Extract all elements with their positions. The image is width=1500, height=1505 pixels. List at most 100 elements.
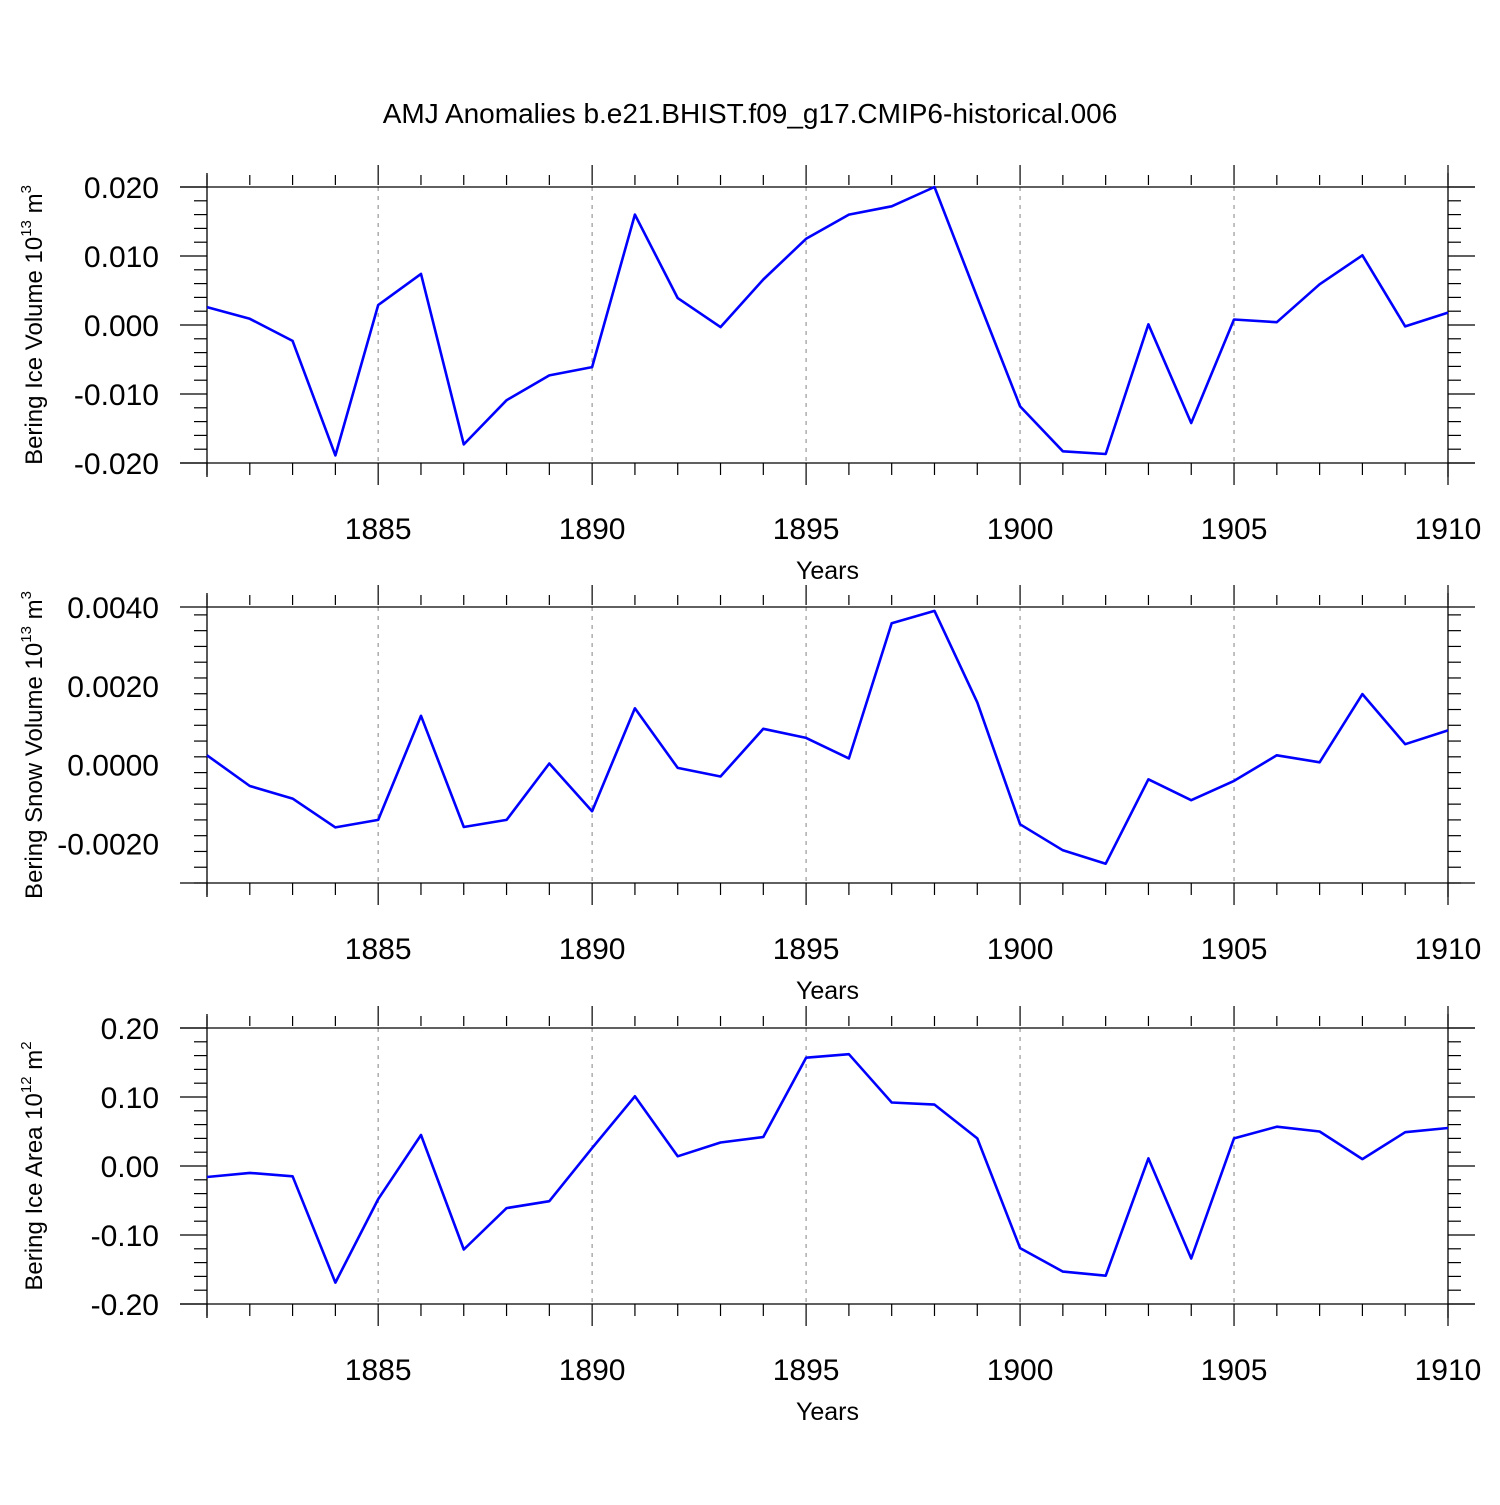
x-tick-label: 1890 xyxy=(559,1354,626,1387)
data-point xyxy=(419,714,423,718)
x-tick-label: 1885 xyxy=(345,1354,412,1387)
data-point xyxy=(1232,318,1236,322)
data-point xyxy=(376,303,380,307)
data-point xyxy=(590,809,594,813)
data-point xyxy=(1104,862,1108,866)
x-tick-label: 1905 xyxy=(1201,933,1268,966)
data-point xyxy=(547,373,551,377)
data-point xyxy=(376,1197,380,1201)
data-point xyxy=(248,317,252,321)
data-point xyxy=(291,339,295,343)
data-point xyxy=(890,621,894,625)
data-point xyxy=(462,825,466,829)
y-tick-label: 0.00 xyxy=(101,1151,159,1184)
data-point xyxy=(804,736,808,740)
data-point xyxy=(1275,320,1279,324)
y-axis-title-unit: m xyxy=(21,599,48,626)
y-axis-title-exponent: 13 xyxy=(18,626,35,643)
data-point xyxy=(1189,1257,1193,1261)
data-point xyxy=(462,1248,466,1252)
data-point xyxy=(676,766,680,770)
data-point xyxy=(1446,728,1450,732)
data-point xyxy=(890,1101,894,1105)
data-point xyxy=(933,1103,937,1107)
data-point xyxy=(1232,1136,1236,1140)
x-tick-label: 1905 xyxy=(1201,513,1268,546)
data-point xyxy=(1189,798,1193,802)
data-point xyxy=(933,185,937,189)
y-axis-title-text: Bering Ice Volume 10 xyxy=(21,237,48,465)
x-tick-label: 1900 xyxy=(987,933,1054,966)
y-axis-title-unit-exponent: 3 xyxy=(18,185,35,193)
x-tick-label: 1910 xyxy=(1415,513,1482,546)
data-point xyxy=(1446,311,1450,315)
data-point xyxy=(1318,282,1322,286)
x-tick-label: 1890 xyxy=(559,513,626,546)
y-tick-label: 0.0000 xyxy=(67,750,159,783)
x-tick-label: 1900 xyxy=(987,513,1054,546)
y-tick-label: 0.0040 xyxy=(67,592,159,625)
x-tick-label: 1885 xyxy=(345,513,412,546)
x-axis-title: Years xyxy=(796,1398,859,1426)
data-point xyxy=(933,609,937,613)
data-point xyxy=(1189,421,1193,425)
x-axis-title: Years xyxy=(796,977,859,1005)
y-tick-label: 0.020 xyxy=(84,172,159,205)
data-point xyxy=(419,272,423,276)
y-axis-title: Bering Ice Area 1012 m2 xyxy=(18,1041,48,1290)
data-point xyxy=(333,1281,337,1285)
y-axis-title-unit-exponent: 2 xyxy=(18,1041,35,1049)
data-point xyxy=(1018,1246,1022,1250)
series-line xyxy=(206,1052,1449,1284)
data-point xyxy=(1061,1270,1065,1274)
y-tick-label: 0.010 xyxy=(84,241,159,274)
data-point xyxy=(248,1171,252,1175)
y-axis-title-text: Bering Ice Area 10 xyxy=(21,1093,48,1290)
data-point xyxy=(333,825,337,829)
data-point xyxy=(590,1146,594,1150)
y-tick-label: -0.10 xyxy=(91,1220,159,1253)
x-tick-label: 1905 xyxy=(1201,1354,1268,1387)
data-point xyxy=(1061,848,1065,852)
data-point xyxy=(547,1199,551,1203)
data-point xyxy=(419,1133,423,1137)
data-point xyxy=(761,278,765,282)
data-point xyxy=(1018,404,1022,408)
data-point xyxy=(1446,1126,1450,1130)
data-point xyxy=(804,1056,808,1060)
data-point xyxy=(1232,779,1236,783)
data-point xyxy=(505,1206,509,1210)
y-axis-title-exponent: 12 xyxy=(18,1076,35,1093)
data-point xyxy=(205,305,209,309)
y-axis-title-unit-exponent: 3 xyxy=(18,591,35,599)
data-point xyxy=(1061,449,1065,453)
x-tick-label: 1895 xyxy=(773,933,840,966)
data-point xyxy=(847,213,851,217)
data-point xyxy=(633,706,637,710)
y-tick-label: 0.20 xyxy=(101,1013,159,1046)
y-axis-title-unit: m xyxy=(21,1050,48,1077)
data-point xyxy=(505,818,509,822)
data-point xyxy=(676,296,680,300)
data-point xyxy=(1360,253,1364,257)
data-point xyxy=(1146,322,1150,326)
data-point xyxy=(719,1141,723,1145)
data-point xyxy=(847,1052,851,1056)
data-point xyxy=(248,784,252,788)
data-point xyxy=(761,727,765,731)
x-axis-title: Years xyxy=(796,557,859,585)
y-tick-label: -0.20 xyxy=(91,1289,159,1322)
x-tick-label: 1890 xyxy=(559,933,626,966)
y-axis-title-text: Bering Snow Volume 10 xyxy=(21,643,48,899)
data-point xyxy=(462,442,466,446)
data-point xyxy=(1275,1125,1279,1129)
data-point xyxy=(505,398,509,402)
data-point xyxy=(1146,1156,1150,1160)
data-point xyxy=(1360,1157,1364,1161)
data-point xyxy=(1403,742,1407,746)
data-point xyxy=(291,797,295,801)
panel-1: -0.020 -0.010 0.000 0.010 0.020 1885 1890 1895 1… xyxy=(18,165,1481,585)
data-point xyxy=(1318,1130,1322,1134)
series-line xyxy=(206,185,1449,457)
x-tick-label: 1910 xyxy=(1415,933,1482,966)
